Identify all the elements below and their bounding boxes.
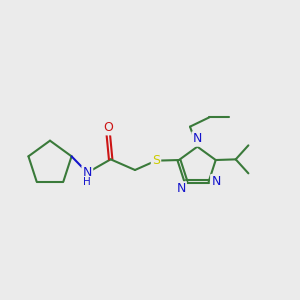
Text: H: H (83, 177, 91, 187)
Text: N: N (193, 133, 202, 146)
Text: O: O (103, 121, 113, 134)
Text: N: N (176, 182, 186, 196)
Text: N: N (82, 166, 92, 179)
Text: S: S (152, 154, 160, 167)
Text: N: N (211, 175, 221, 188)
